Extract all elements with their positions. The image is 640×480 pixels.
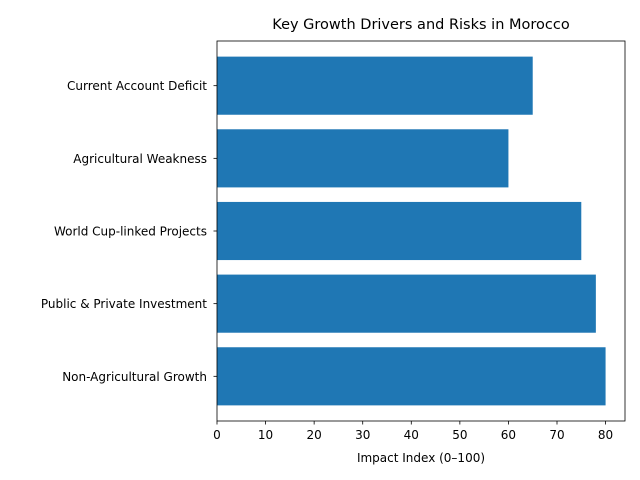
x-tick-label: 20 — [307, 428, 322, 442]
x-tick-label: 40 — [404, 428, 419, 442]
x-tick-label: 70 — [549, 428, 564, 442]
bar-non-agricultural-growth — [217, 347, 606, 406]
bar-agricultural-weakness — [217, 129, 509, 188]
y-axis: Non-Agricultural Growth Public & Private … — [41, 79, 217, 384]
bars-group — [217, 56, 606, 406]
x-tick-label: 10 — [258, 428, 273, 442]
plot-frame — [216, 40, 626, 422]
bar-world-cup-linked-projects — [217, 201, 582, 261]
y-tick-label: Public & Private Investment — [41, 297, 207, 311]
y-tick-label: Agricultural Weakness — [73, 152, 207, 166]
x-tick-label: 80 — [598, 428, 613, 442]
x-axis: 0 10 20 30 40 50 60 70 80 — [213, 421, 613, 442]
y-tick-label: World Cup-linked Projects — [54, 225, 207, 239]
bar-public-private-investment — [217, 274, 596, 333]
x-tick-label: 30 — [355, 428, 370, 442]
y-tick-label: Non-Agricultural Growth — [62, 370, 207, 384]
x-tick-label: 50 — [452, 428, 467, 442]
y-tick-label: Current Account Deficit — [67, 79, 207, 93]
x-axis-title: Impact Index (0–100) — [357, 451, 485, 465]
x-tick-label: 0 — [213, 428, 221, 442]
bar-current-account-deficit — [217, 56, 533, 115]
chart-title: Key Growth Drivers and Risks in Morocco — [272, 17, 570, 33]
x-tick-label: 60 — [501, 428, 516, 442]
